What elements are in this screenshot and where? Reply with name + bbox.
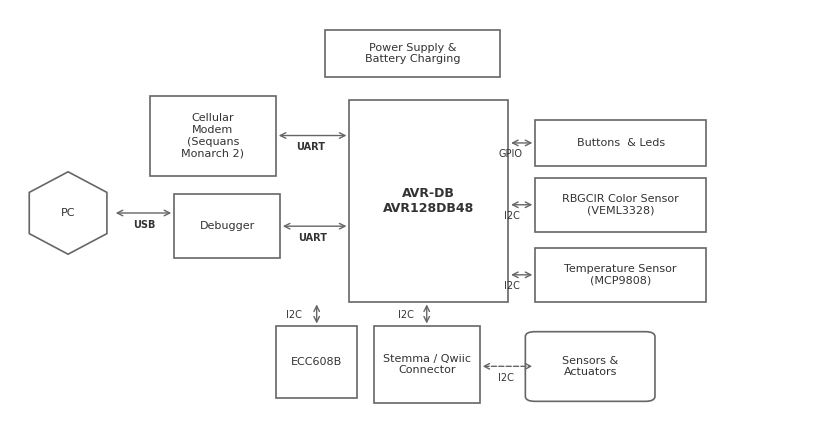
- Text: UART: UART: [298, 233, 327, 243]
- Text: I2C: I2C: [398, 310, 414, 320]
- FancyBboxPatch shape: [174, 194, 280, 258]
- Text: I2C: I2C: [503, 281, 520, 291]
- FancyBboxPatch shape: [373, 326, 479, 403]
- Text: Temperature Sensor
(MCP9808): Temperature Sensor (MCP9808): [564, 264, 676, 285]
- Text: Power Supply &
Battery Charging: Power Supply & Battery Charging: [364, 43, 460, 64]
- Polygon shape: [29, 172, 107, 254]
- Text: Stemma / Qwiic
Connector: Stemma / Qwiic Connector: [383, 354, 470, 375]
- FancyBboxPatch shape: [535, 248, 705, 302]
- FancyBboxPatch shape: [149, 95, 276, 176]
- Text: RBGCIR Color Sensor
(VEML3328): RBGCIR Color Sensor (VEML3328): [561, 194, 678, 216]
- FancyBboxPatch shape: [276, 326, 357, 398]
- FancyBboxPatch shape: [525, 332, 654, 401]
- Text: Cellular
Modem
(Sequans
Monarch 2): Cellular Modem (Sequans Monarch 2): [181, 113, 244, 158]
- Text: USB: USB: [132, 220, 155, 230]
- Text: Debugger: Debugger: [200, 222, 254, 231]
- Text: UART: UART: [296, 142, 325, 152]
- Text: GPIO: GPIO: [498, 150, 522, 159]
- FancyBboxPatch shape: [535, 120, 705, 166]
- Text: I2C: I2C: [286, 310, 301, 320]
- Text: PC: PC: [60, 208, 75, 218]
- Text: I2C: I2C: [503, 211, 520, 221]
- Text: Buttons  & Leds: Buttons & Leds: [576, 138, 664, 148]
- Text: AVR-DB
AVR128DB48: AVR-DB AVR128DB48: [383, 187, 474, 215]
- Text: ECC608B: ECC608B: [291, 357, 342, 367]
- FancyBboxPatch shape: [349, 100, 508, 302]
- FancyBboxPatch shape: [535, 178, 705, 232]
- FancyBboxPatch shape: [325, 30, 499, 77]
- Text: Sensors &
Actuators: Sensors & Actuators: [561, 356, 618, 377]
- Text: I2C: I2C: [498, 373, 513, 383]
